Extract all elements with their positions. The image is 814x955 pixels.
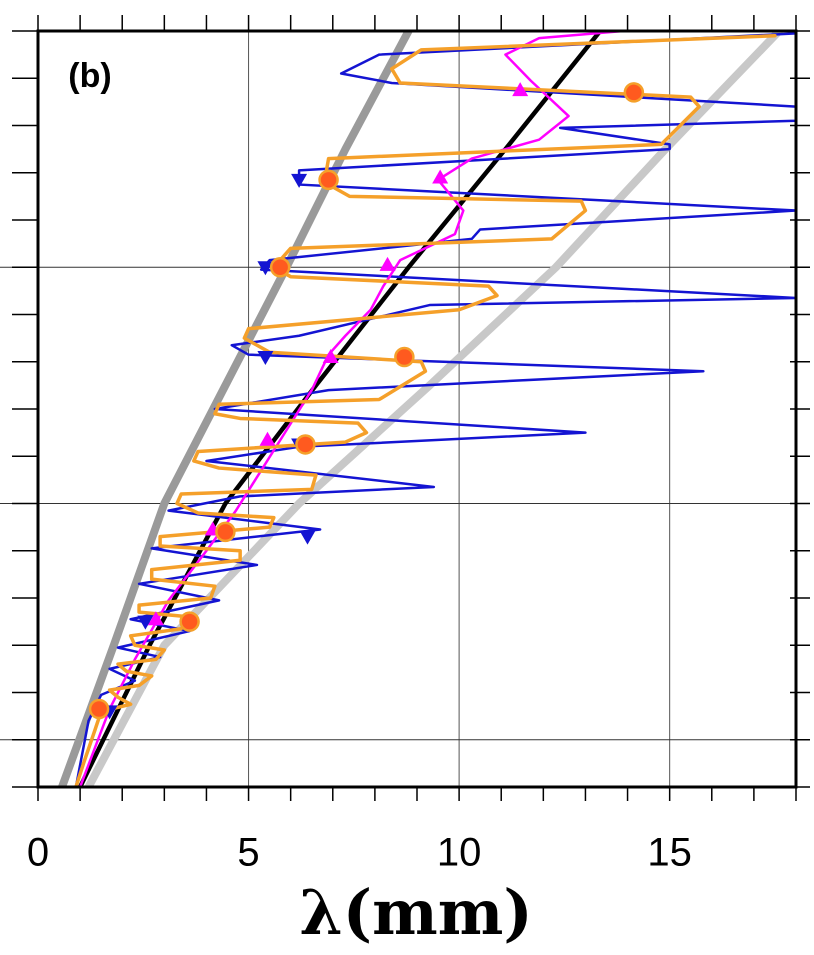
x-axis-label: λ(mm) xyxy=(299,876,532,949)
marker xyxy=(88,698,110,720)
marker xyxy=(379,256,396,271)
marker xyxy=(215,521,236,543)
marker xyxy=(623,82,645,103)
x-tick-label: 15 xyxy=(647,831,692,875)
marker xyxy=(322,349,339,364)
marker xyxy=(257,351,274,366)
marker xyxy=(394,346,415,368)
plot-area xyxy=(58,31,796,787)
marker xyxy=(137,615,154,630)
x-tick-label: 0 xyxy=(27,831,49,875)
curve xyxy=(84,31,784,787)
curve xyxy=(58,31,413,787)
marker xyxy=(259,431,276,446)
marker xyxy=(512,82,529,97)
marker xyxy=(295,434,316,455)
marker xyxy=(291,173,308,188)
curve xyxy=(74,33,777,787)
marker xyxy=(257,261,274,276)
marker xyxy=(299,530,316,545)
marker xyxy=(179,611,200,632)
panel-label: (b) xyxy=(68,57,111,95)
marker xyxy=(318,169,339,191)
marker xyxy=(269,257,291,278)
curve xyxy=(74,32,796,787)
marker xyxy=(432,169,449,184)
curve xyxy=(78,31,625,787)
x-tick-label: 10 xyxy=(437,831,482,875)
marker xyxy=(147,611,164,626)
plot-frame xyxy=(36,29,798,789)
x-tick-label: 5 xyxy=(237,831,259,875)
